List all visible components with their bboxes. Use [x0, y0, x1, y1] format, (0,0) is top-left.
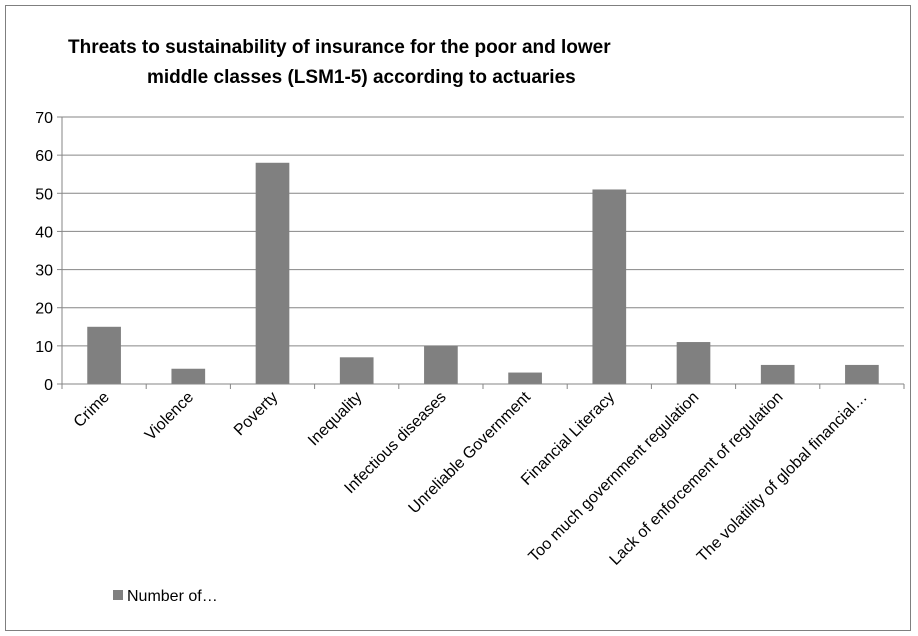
legend-swatch — [113, 590, 123, 600]
x-category-label: The volatility of global financial… — [694, 389, 871, 566]
x-axis-category-labels: Crime Violence Poverty InequalityInfectious… — [71, 388, 871, 568]
bar — [255, 162, 290, 384]
chart-title-line-1: Threats to sustainability of insurance f… — [68, 37, 611, 58]
x-category-label: Crime — [71, 389, 113, 431]
y-tick-label: 40 — [35, 224, 53, 241]
bar — [339, 357, 374, 384]
bar — [676, 342, 711, 384]
bar — [760, 364, 795, 384]
bar — [424, 345, 458, 384]
x-category-label: Financial Literacy — [518, 389, 618, 489]
chart-title-line-2: middle classes (LSM1-5) according to act… — [147, 67, 576, 88]
y-axis-tick-labels: 0 10 20 30 40 50 60 70 — [35, 110, 53, 394]
x-category-label: Too much government regulation — [526, 389, 703, 566]
y-tick-label: 30 — [35, 263, 53, 280]
y-tick-label: 60 — [35, 148, 53, 165]
y-tick-label: 20 — [35, 301, 53, 318]
gridlines — [57, 116, 904, 385]
bar-chart: Threats to sustainability of insurance f… — [35, 37, 905, 605]
chart-area: Threats to sustainability of insurance f… — [5, 5, 911, 631]
bar — [845, 364, 879, 384]
bar — [592, 189, 627, 384]
axes — [61, 117, 905, 389]
legend-label: Number of… — [127, 588, 218, 605]
y-tick-label: 10 — [35, 339, 53, 356]
y-tick-label: 50 — [35, 186, 53, 203]
x-category-label: Violence — [142, 389, 197, 444]
bar — [508, 372, 542, 384]
bar — [171, 368, 206, 384]
y-tick-label: 0 — [44, 377, 53, 394]
legend: Number of… — [113, 588, 218, 605]
x-category-label: Lack of enforcement of regulation — [607, 389, 787, 569]
x-category-label: Inequality — [305, 389, 365, 449]
bar — [87, 326, 121, 384]
x-category-label: Poverty — [231, 389, 281, 439]
chart-title: Threats to sustainability of insurance f… — [68, 37, 611, 88]
bars — [87, 162, 879, 384]
y-tick-label: 70 — [35, 110, 53, 127]
